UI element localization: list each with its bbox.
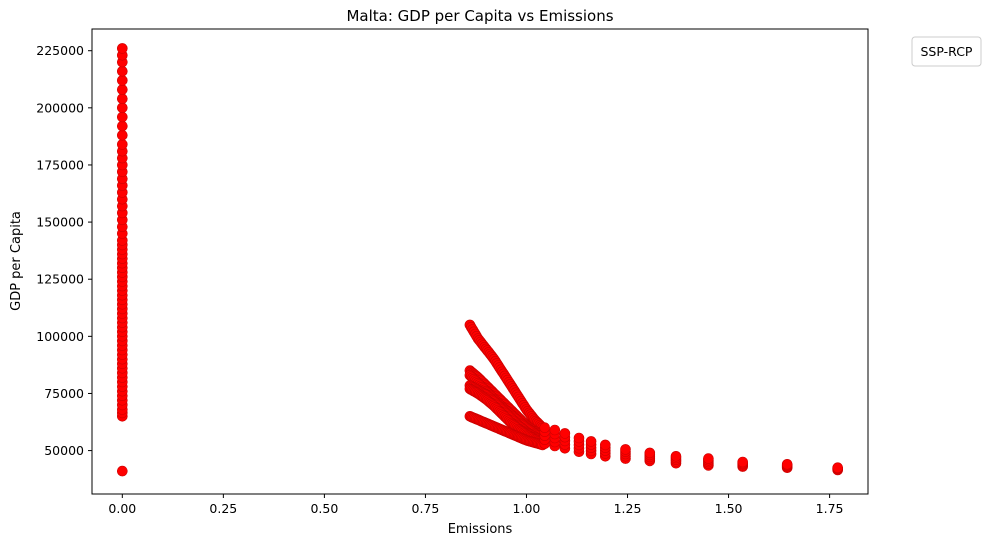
legend-title: SSP-RCP: [921, 44, 973, 59]
y-tick-label: 200000: [36, 100, 84, 115]
x-tick-label: 0.75: [412, 501, 440, 516]
x-tick-label: 1.75: [816, 501, 844, 516]
data-point: [703, 453, 714, 464]
data-points-layer: [117, 43, 844, 477]
data-point: [644, 447, 656, 459]
y-tick-label: 100000: [36, 329, 84, 344]
x-tick-label: 0.25: [209, 501, 237, 516]
data-point: [549, 424, 561, 436]
x-tick-label: 0.00: [108, 501, 136, 516]
plot-area-frame: [91, 28, 869, 495]
y-tick-label: 175000: [36, 157, 84, 172]
data-point: [539, 422, 551, 434]
data-point: [117, 93, 128, 104]
data-point: [620, 444, 631, 455]
data-point: [117, 465, 128, 477]
data-point: [117, 102, 128, 114]
data-point: [832, 462, 844, 474]
x-tick-label: 1.50: [715, 501, 743, 516]
x-axis-title: Emissions: [448, 522, 513, 537]
y-tick-label: 125000: [36, 272, 84, 287]
data-point: [117, 120, 128, 132]
legend: SSP-RCP: [911, 36, 982, 67]
data-point: [781, 458, 793, 470]
chart-title: Malta: GDP per Capita vs Emissions: [346, 7, 613, 25]
y-tick-label: 75000: [44, 386, 84, 401]
data-point: [117, 84, 128, 95]
data-point: [117, 111, 128, 123]
data-point: [737, 456, 749, 468]
y-tick-label: 50000: [44, 443, 84, 458]
data-point: [117, 139, 128, 150]
data-point: [573, 432, 585, 444]
x-tick-label: 1.00: [513, 501, 541, 516]
y-axis-ticks: 50000 75000 100000 125000 150000 175000 200000…: [36, 43, 92, 458]
data-point: [117, 130, 128, 141]
y-tick-label: 225000: [36, 43, 84, 58]
data-point: [559, 428, 571, 439]
x-tick-label: 0.50: [310, 501, 338, 516]
x-axis-ticks: 0.00 0.25 0.50 0.75 1.00 1.25 1.50 1.75: [108, 494, 844, 516]
y-tick-label: 150000: [36, 215, 84, 230]
data-point: [117, 75, 128, 86]
y-axis-title: GDP per Capita: [9, 211, 24, 311]
data-point: [117, 43, 128, 54]
x-tick-label: 1.25: [614, 501, 642, 516]
legend-box: [911, 36, 982, 67]
data-point: [117, 66, 128, 77]
data-point: [585, 436, 597, 447]
data-point: [670, 450, 682, 462]
data-point: [599, 439, 611, 451]
